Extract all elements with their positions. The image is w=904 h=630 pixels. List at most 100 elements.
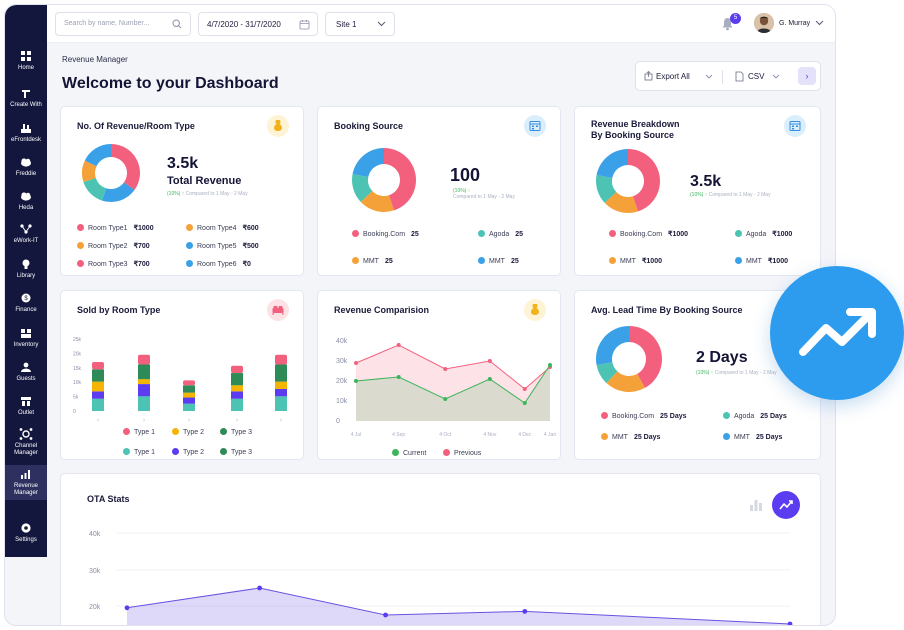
create-icon	[22, 90, 30, 98]
user-avatar-icon	[754, 13, 774, 33]
sidebar: Home Create With eFrontdesk Freddie Heda eWor…	[5, 5, 47, 557]
sidebar-item-inventory[interactable]: Inventory	[5, 324, 47, 352]
y-tick-label: 10k	[336, 398, 348, 405]
sidebar-item-label: eWork-IT	[13, 238, 39, 244]
next-button[interactable]: ›	[798, 67, 816, 85]
legend-value: ₹1000	[668, 231, 689, 238]
calendar-icon	[299, 20, 310, 30]
sidebar-item-channel[interactable]: Channel Manager	[5, 425, 47, 460]
y-tick-label: 20k	[89, 604, 101, 611]
sidebar-item-home[interactable]: Home	[5, 47, 47, 75]
chevron-down-icon[interactable]	[705, 74, 713, 79]
finance-icon: $	[21, 293, 31, 303]
sidebar-item-label: Settings	[15, 537, 37, 543]
line-chart-toggle-button[interactable]	[772, 491, 800, 519]
sidebar-item-label: Freddie	[15, 171, 37, 177]
data-point	[787, 621, 793, 625]
legend-item: Current	[392, 449, 426, 457]
breadcrumb[interactable]: Revenue Manager	[62, 55, 128, 64]
sidebar-item-label: Inventory	[13, 342, 39, 348]
legend-swatch	[172, 428, 179, 435]
bar-segment	[231, 391, 243, 399]
trend-line-icon	[779, 500, 793, 510]
x-tick-label: 4 Dec	[518, 432, 532, 438]
x-tick-label: 4 Nov	[483, 432, 497, 438]
trend-up-icon: ↑	[704, 192, 708, 198]
legend-label: Room Type3	[88, 261, 128, 268]
legend-item: Booking.Com ₹1000	[609, 230, 688, 238]
y-tick-label: 40k	[89, 531, 101, 538]
comparison-range: Compared to 1 May - 2 May	[708, 192, 771, 198]
legend-value: 25	[510, 258, 519, 265]
card-title: Revenue Comparision	[334, 305, 430, 315]
legend-label: MMT	[746, 258, 762, 265]
legend-value: 25 Days	[760, 413, 787, 420]
format-select[interactable]: CSV	[748, 72, 765, 81]
avatar[interactable]	[754, 13, 774, 33]
trending-up-icon	[799, 308, 876, 356]
search-icon	[172, 19, 182, 29]
site-select[interactable]: Site 1	[325, 12, 395, 36]
donut-slice	[352, 174, 373, 202]
donut-slice	[384, 148, 416, 211]
user-name[interactable]: G. Murray	[779, 20, 811, 27]
sold-by-room-type-chart: 25k 20k 15k 10k 5k 0 1 1 1 1 1	[73, 337, 287, 421]
sidebar-item-guests[interactable]: Guests	[5, 358, 47, 386]
legend-value: ₹600	[242, 225, 259, 232]
date-range-picker[interactable]: 4/7/2020 - 31/7/2020	[198, 12, 318, 36]
data-point	[487, 359, 492, 363]
sidebar-item-label: Finance	[15, 307, 37, 313]
bar-segment	[183, 397, 195, 404]
legend-value: ₹700	[133, 243, 150, 250]
legend-swatch	[735, 230, 742, 237]
sidebar-item-freddie[interactable]: Freddie	[5, 153, 47, 181]
y-tick-label: 30k	[89, 568, 101, 575]
chevron-down-icon[interactable]	[772, 74, 780, 79]
data-point	[257, 585, 262, 591]
legend-item: Room Type4 ₹600	[186, 224, 259, 232]
sidebar-item-label: eFrontdesk	[10, 137, 41, 143]
legend-label: MMT	[363, 258, 379, 265]
total-revenue-label: Total Revenue	[167, 175, 242, 187]
bar-segment	[138, 384, 150, 397]
sidebar-item-label: Guests	[16, 376, 36, 382]
legend-swatch	[601, 433, 608, 440]
trending-up-badge	[770, 266, 904, 400]
donut-slice	[360, 190, 394, 212]
sidebar-item-settings[interactable]: Settings	[5, 519, 47, 547]
legend-item: Room Type1 ₹1000	[77, 224, 154, 232]
legend-label: Room Type6	[197, 261, 237, 268]
sidebar-item-label: Channel	[14, 443, 38, 449]
y-tick-label: 20k	[73, 351, 82, 357]
sidebar-item-finance[interactable]: $ Finance	[5, 289, 47, 317]
legend-label: Current	[403, 450, 427, 457]
legend-item: MMT 25	[478, 257, 519, 265]
sidebar-item-ework-it[interactable]: eWork-IT	[5, 220, 47, 248]
legend-label: MMT	[612, 434, 628, 441]
legend-item: Agoda ₹1000	[735, 230, 792, 238]
inventory-icon	[21, 329, 31, 338]
revenue-manager-icon	[21, 470, 30, 479]
export-all-button[interactable]: Export All	[656, 72, 690, 81]
sidebar-item-create-with[interactable]: Create With	[5, 84, 47, 112]
legend-swatch	[392, 449, 399, 456]
legend-value: ₹700	[133, 261, 150, 268]
sidebar-item-library[interactable]: Library	[5, 255, 47, 283]
sidebar-item-revenue[interactable]: Revenue Manager	[5, 465, 47, 500]
donut-slice	[111, 144, 140, 191]
sidebar-item-heda[interactable]: Heda	[5, 187, 47, 215]
legend-value: 25	[411, 231, 419, 238]
data-point	[443, 367, 448, 371]
legend-value: ₹1000	[767, 258, 788, 265]
network-icon	[20, 224, 32, 234]
legend-swatch	[352, 230, 359, 237]
sidebar-item-label: Home	[17, 65, 34, 71]
sidebar-item-efrontdesk[interactable]: eFrontdesk	[5, 119, 47, 147]
donut-slice	[596, 175, 617, 203]
bar-chart-toggle-icon[interactable]	[749, 498, 763, 512]
chevron-down-icon[interactable]	[815, 20, 824, 26]
sidebar-item-label: Manager	[14, 490, 38, 496]
bar-segment	[275, 354, 287, 365]
search-input[interactable]: Search by name, Number...	[55, 12, 191, 36]
sidebar-item-outlet[interactable]: Outlet	[5, 392, 47, 420]
